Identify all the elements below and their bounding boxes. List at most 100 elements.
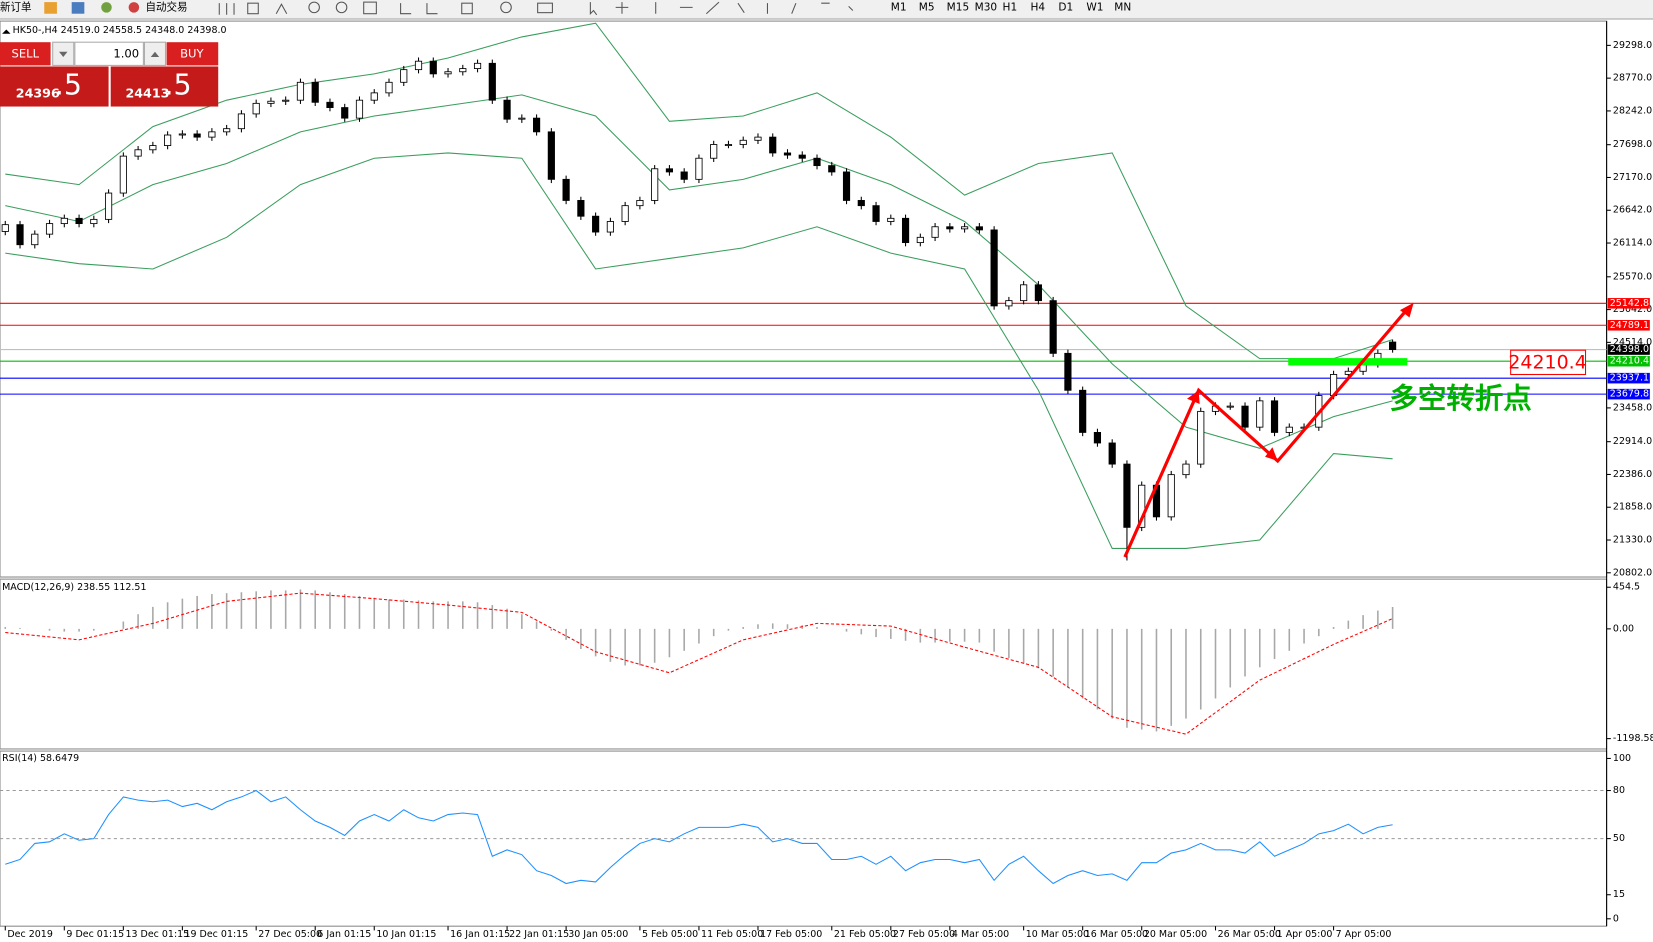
y-tick-label: 28770.0	[1613, 73, 1652, 84]
buy-price-digits[interactable]: .5	[164, 68, 191, 101]
candle-body	[355, 99, 364, 119]
x-tick-label: 16 Jan 01:15	[450, 929, 510, 940]
bollinger-band	[5, 94, 1393, 449]
candle-body	[311, 81, 319, 103]
candle-body	[783, 152, 792, 156]
y-tick-label: 20802.0	[1613, 567, 1652, 578]
icon[interactable]	[218, 3, 235, 15]
candle-body	[1079, 389, 1087, 433]
candle-body	[606, 221, 614, 233]
y-tick-label: 23458.0	[1613, 402, 1652, 413]
y-tick-label: 25570.0	[1613, 271, 1652, 282]
panel-title: RSI(14) 58.6479	[2, 753, 79, 764]
timeframes: M1 M5 M15 M30 H1 H4 D1 W1 MN	[891, 1, 1131, 13]
candle-body	[651, 168, 659, 201]
macd-panel	[0, 578, 1608, 750]
candle-body	[887, 217, 895, 222]
timeframe-button[interactable]: H1	[1003, 1, 1018, 13]
timeframe-button[interactable]: M30	[975, 1, 997, 13]
sell-label[interactable]: SELL	[12, 46, 40, 60]
y-tick-label: 29298.0	[1613, 40, 1652, 51]
lot-value[interactable]: 1.00	[113, 46, 139, 60]
icon[interactable]	[308, 1, 320, 14]
sell-price[interactable]: 24396	[16, 85, 60, 100]
buy-price[interactable]: 24413	[125, 85, 169, 100]
icon[interactable]	[247, 2, 259, 15]
buy-button[interactable]	[166, 42, 219, 66]
candle-body	[636, 200, 644, 207]
sell-price-digits[interactable]: .5	[55, 68, 82, 101]
candle-body	[1226, 405, 1234, 408]
new-order-button[interactable]: 新订单	[0, 0, 32, 13]
price-callout-box	[1510, 349, 1587, 376]
trend-arrow	[1123, 308, 1409, 558]
icon[interactable]	[128, 2, 140, 13]
icon[interactable]	[615, 2, 629, 14]
timeframe-button[interactable]: MN	[1114, 1, 1131, 13]
icon[interactable]	[400, 3, 412, 15]
candle-body	[429, 60, 437, 75]
candle-body	[208, 131, 216, 138]
auto-trading-button[interactable]: 自动交易	[145, 0, 187, 13]
candle-body	[842, 171, 851, 201]
icon[interactable]	[461, 2, 473, 15]
candle-body	[518, 117, 526, 120]
icon[interactable]	[655, 1, 854, 15]
candle-body	[90, 218, 98, 225]
lot-input[interactable]	[74, 41, 144, 66]
level-label: 23937.1	[1610, 373, 1649, 384]
level-label-box	[1607, 355, 1650, 367]
buy-label[interactable]: BUY	[180, 46, 204, 60]
y-tick-label: 15	[1613, 889, 1625, 900]
candle-body	[724, 144, 733, 146]
x-tick-label: 27 Dec 05:00	[258, 929, 322, 940]
sell-price-box[interactable]	[0, 66, 109, 107]
sell-button[interactable]	[0, 42, 51, 66]
candle-body	[680, 171, 688, 180]
candle-body	[946, 226, 954, 230]
candle-body	[1138, 484, 1146, 528]
candle-body	[916, 236, 924, 244]
icon[interactable]	[275, 3, 288, 14]
timeframe-button[interactable]: W1	[1086, 1, 1103, 13]
x-tick-label: Dec 2019	[7, 929, 53, 940]
x-tick-label: 9 Dec 01:15	[66, 929, 124, 940]
timeframe-button[interactable]: M15	[947, 1, 969, 13]
candle-body	[473, 62, 482, 70]
candle-body	[444, 71, 452, 75]
timeframe-button[interactable]: M5	[919, 1, 935, 13]
bollinger-band	[5, 152, 1393, 549]
candle-body	[857, 200, 865, 207]
timeframe-button[interactable]: M1	[891, 1, 907, 13]
timeframe-button[interactable]: H4	[1030, 1, 1045, 13]
toolbar	[0, 0, 1653, 19]
icon[interactable]	[71, 2, 85, 14]
icon[interactable]	[101, 2, 112, 13]
icon[interactable]	[44, 2, 57, 14]
y-tick-label: 100	[1613, 753, 1631, 764]
x-tick-label: 1 Apr 05:00	[1277, 929, 1333, 940]
icon[interactable]	[335, 1, 348, 14]
y-tick-label: 27698.0	[1613, 139, 1652, 150]
candle-body	[1064, 352, 1072, 391]
candle-body	[592, 215, 600, 233]
y-tick-label: 22914.0	[1613, 436, 1652, 447]
candle-body	[134, 149, 142, 157]
candle-body	[1256, 400, 1264, 428]
timeframe-button[interactable]: D1	[1058, 1, 1073, 13]
y-tick-label: 0	[1613, 913, 1619, 924]
icon[interactable]	[589, 2, 598, 16]
buy-price-box[interactable]	[110, 66, 219, 107]
rsi-line	[5, 789, 1393, 885]
candle-body	[1285, 426, 1293, 433]
panel-title: MACD(12,26,9) 238.55 112.51	[2, 582, 146, 593]
icon[interactable]	[537, 2, 553, 14]
icon[interactable]	[500, 1, 512, 14]
level-label: 24210.4	[1610, 356, 1649, 367]
icon[interactable]	[363, 1, 377, 15]
icon[interactable]	[426, 3, 438, 15]
candle-body	[149, 145, 157, 151]
level-label-box	[1607, 320, 1650, 331]
x-tick-label: 6 Jan 01:15	[317, 929, 371, 940]
level-label-box	[1607, 298, 1650, 309]
